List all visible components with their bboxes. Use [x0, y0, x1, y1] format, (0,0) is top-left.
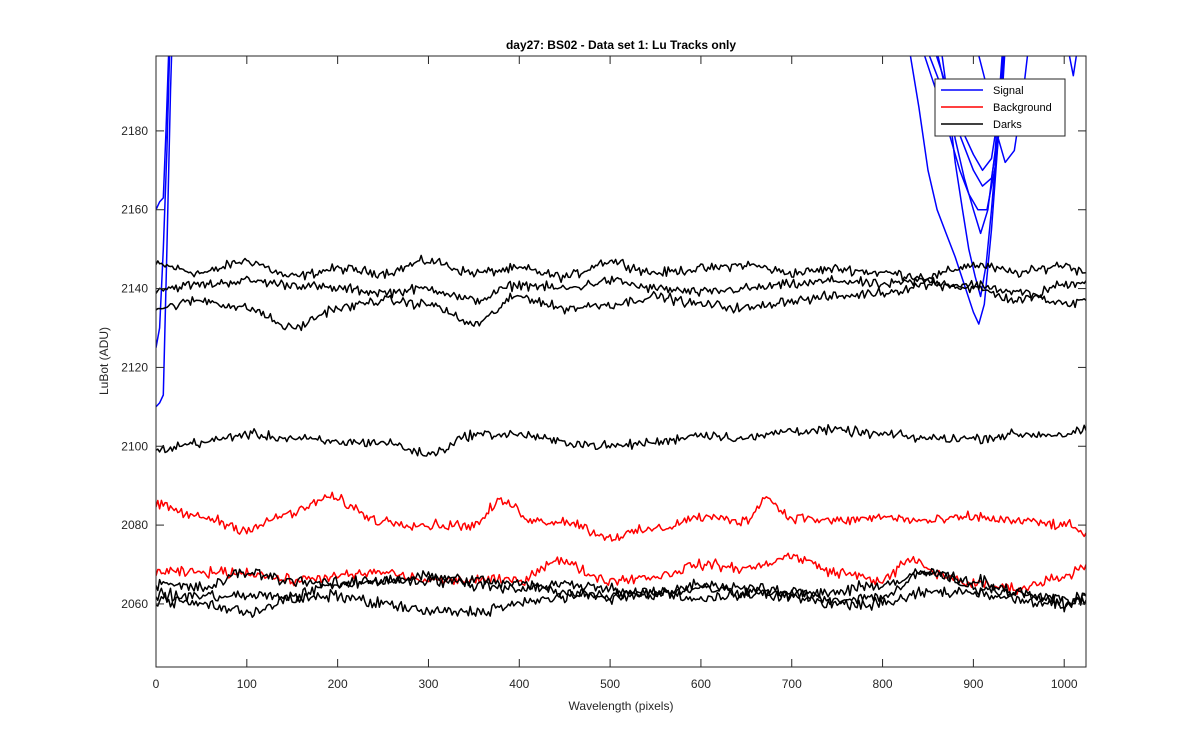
- x-tick-label: 600: [691, 677, 711, 691]
- y-tick-label: 2180: [121, 124, 148, 138]
- series-line-signal-5: [941, 56, 1005, 298]
- x-tick-label: 900: [963, 677, 983, 691]
- y-axis-label: LuBot (ADU): [97, 327, 111, 395]
- series-line-darks-16: [156, 569, 1086, 613]
- y-tick-label: 2080: [121, 518, 148, 532]
- plot-frame: [155, 55, 1087, 668]
- y-tick-label: 2120: [121, 360, 148, 374]
- legend: Signal Background Darks: [934, 78, 1066, 137]
- x-axis-label: Wavelength (pixels): [569, 699, 674, 713]
- series-line-background-13: [156, 491, 1086, 542]
- y-tick-label: 2060: [121, 597, 148, 611]
- x-tick-label: 500: [600, 677, 620, 691]
- series-line-darks-11: [156, 279, 1086, 332]
- x-tick-label: 300: [418, 677, 438, 691]
- x-tick-label: 1000: [1051, 677, 1078, 691]
- chart-title: day27: BS02 - Data set 1: Lu Tracks only: [506, 38, 736, 52]
- x-tick-label: 700: [782, 677, 802, 691]
- x-tick-label: 0: [153, 677, 160, 691]
- axes-layer: 0 100 200 300 400 500 600 700 800 900 1000 2060 2080…: [121, 55, 1087, 691]
- y-tick-label: 2140: [121, 282, 148, 296]
- series-layer: [156, 56, 1086, 618]
- x-tick-label: 100: [237, 677, 257, 691]
- series-line-darks-17: [156, 586, 1086, 618]
- series-line-darks-12: [156, 424, 1086, 457]
- y-tick-label: 2100: [121, 439, 148, 453]
- plot-area: [156, 56, 1086, 667]
- series-line-darks-9: [156, 254, 1086, 284]
- x-tick-label: 200: [328, 677, 348, 691]
- y-tick-label: 2160: [121, 203, 148, 217]
- x-tick-label: 800: [873, 677, 893, 691]
- x-tick-label: 400: [509, 677, 529, 691]
- series-line-darks-10: [156, 275, 1086, 306]
- legend-label-signal: Signal: [993, 85, 1024, 97]
- legend-label-background: Background: [993, 102, 1052, 114]
- series-line-signal-8: [1068, 56, 1078, 77]
- legend-label-darks: Darks: [993, 119, 1022, 131]
